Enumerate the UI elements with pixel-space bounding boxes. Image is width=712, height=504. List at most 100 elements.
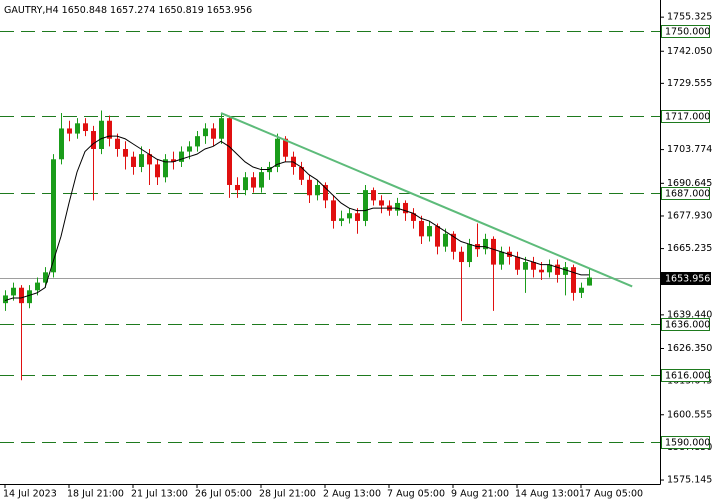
candle-body	[499, 251, 504, 265]
level-label-box	[661, 25, 710, 38]
candle-body	[107, 120, 112, 139]
candle-body	[379, 200, 384, 206]
x-tick-label: 18 Jul 21:00	[67, 489, 124, 500]
candle-body	[363, 190, 368, 221]
candle-body	[563, 267, 568, 275]
level-label-box	[661, 187, 710, 200]
candle-body	[547, 264, 552, 273]
candle-body	[179, 151, 184, 162]
candle-body	[27, 290, 32, 304]
candle-body	[531, 262, 536, 270]
last-price-box	[661, 272, 711, 285]
y-tick-label: 1677.930	[667, 210, 712, 221]
candle-body	[339, 218, 344, 221]
x-tick-label: 7 Aug 05:00	[387, 489, 445, 500]
x-tick-label: 14 Aug 13:00	[515, 489, 579, 500]
y-tick-label: 1690.645	[667, 178, 712, 189]
y-tick-label: 1600.555	[667, 409, 712, 420]
candle-body	[83, 123, 88, 132]
y-tick-label: 1575.145	[667, 475, 712, 486]
y-tick-label: 1665.235	[667, 243, 712, 254]
candle-body	[323, 184, 328, 201]
candle-body	[371, 190, 376, 201]
close-price: 1653.956	[207, 5, 252, 16]
candle-body	[115, 138, 120, 150]
candle-body	[451, 233, 456, 252]
candle-body	[483, 238, 488, 250]
candle-body	[3, 295, 8, 304]
candle-body	[99, 120, 104, 150]
candle-body	[203, 128, 208, 137]
level-label: 1636.000	[665, 320, 710, 331]
x-tick-label: 14 Jul 2023	[3, 489, 57, 500]
y-tick-label: 1742.050	[667, 46, 712, 57]
symbol: GAUTRY,H4	[4, 5, 59, 16]
candle-body	[395, 202, 400, 211]
candle-body	[19, 287, 24, 304]
x-tick-label: 9 Aug 21:00	[451, 489, 509, 500]
candle-body	[35, 282, 40, 291]
trend-line	[220, 112, 633, 288]
candle-body	[315, 184, 320, 196]
candle-body	[587, 277, 592, 286]
candle-body	[403, 202, 408, 214]
candle-body	[419, 220, 424, 237]
level-label-box	[661, 436, 710, 449]
candle-body	[123, 149, 128, 157]
candle-body	[331, 200, 336, 221]
y-tick-label: 1703.774	[667, 144, 712, 155]
candle-body	[347, 213, 352, 219]
level-label: 1717.000	[665, 112, 710, 123]
candle-body	[283, 138, 288, 157]
candle-body	[211, 128, 216, 139]
candle-body	[435, 226, 440, 247]
x-tick-label: 28 Jul 21:00	[259, 489, 316, 500]
candle-body	[427, 226, 432, 237]
candle-body	[227, 118, 232, 185]
candle-body	[555, 264, 560, 275]
y-tick-label: 1639.440	[667, 309, 712, 320]
candle-body	[155, 164, 160, 178]
low-price: 1650.819	[158, 5, 203, 16]
candle-body	[443, 233, 448, 247]
level-label: 1590.000	[665, 438, 710, 449]
candle-body	[307, 179, 312, 196]
candle-body	[467, 244, 472, 263]
level-label: 1750.000	[665, 27, 710, 38]
y-tick-label: 1755.325	[667, 12, 712, 23]
high-price: 1657.274	[110, 5, 155, 16]
level-label: 1687.000	[665, 189, 710, 200]
candle-body	[459, 251, 464, 263]
candle-body	[411, 213, 416, 221]
candle-body	[219, 118, 224, 139]
candle-body	[299, 166, 304, 180]
level-label-box	[661, 369, 710, 382]
header: GAUTRY,H4 1650.848 1657.274 1650.819 165…	[4, 5, 252, 16]
x-tick-label: 17 Aug 05:00	[579, 489, 643, 500]
candle-body	[259, 172, 264, 188]
candle-body	[43, 272, 48, 283]
candle-body	[243, 177, 248, 191]
candle-body	[235, 184, 240, 191]
y-tick-label: 1729.555	[667, 78, 712, 89]
candle-body	[51, 159, 56, 273]
moving-average	[4, 135, 589, 302]
candle-body	[131, 156, 136, 167]
candle-body	[355, 213, 360, 221]
candle-body	[187, 146, 192, 152]
x-tick-label: 2 Aug 13:00	[323, 489, 381, 500]
candle-body	[163, 159, 168, 178]
candle-body	[75, 123, 80, 134]
x-tick-label: 21 Jul 13:00	[131, 489, 188, 500]
level-label-box	[661, 318, 710, 331]
candle-body	[59, 128, 64, 160]
candle-body	[539, 269, 544, 273]
candle-body	[147, 154, 152, 165]
level-label: 1616.000	[665, 371, 710, 382]
candle-body	[91, 131, 96, 150]
candle-body	[515, 256, 520, 270]
candle-body	[579, 287, 584, 293]
candle-body	[67, 128, 72, 134]
candle-body	[195, 136, 200, 147]
